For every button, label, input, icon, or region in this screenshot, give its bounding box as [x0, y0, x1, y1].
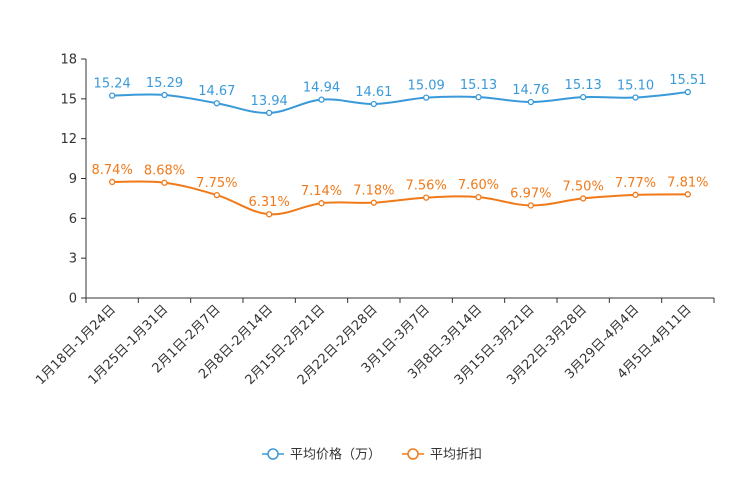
data-point [684, 191, 691, 198]
y-tick-label: 12 [60, 132, 77, 147]
data-point [213, 191, 220, 199]
data-point [109, 92, 116, 99]
data-point [318, 96, 325, 103]
data-label: 14.76 [512, 83, 549, 98]
y-tick-label: 15 [60, 92, 77, 107]
data-label: 15.13 [460, 78, 497, 93]
data-label: 14.67 [198, 84, 235, 99]
data-point [370, 199, 377, 206]
data-point [423, 94, 430, 101]
legend-item-1[interactable]: 平均折扣 [402, 448, 482, 463]
legend-label: 平均折扣 [430, 448, 482, 463]
data-label: 7.60% [458, 178, 499, 193]
data-label: 6.97% [510, 186, 551, 201]
data-label: 7.75% [196, 176, 237, 191]
legend-marker-icon [407, 448, 419, 460]
data-point [161, 179, 168, 186]
data-point [370, 100, 377, 108]
data-label: 6.31% [249, 195, 290, 210]
data-label: 7.14% [301, 184, 342, 199]
data-label: 15.09 [408, 79, 445, 94]
legend-item-0[interactable]: 平均价格（万） [262, 447, 381, 463]
y-tick-label: 0 [69, 292, 77, 307]
data-label: 7.77% [615, 176, 656, 191]
series-line-0 [112, 91, 688, 114]
data-label: 7.81% [667, 175, 708, 190]
data-point [632, 191, 639, 198]
data-point [580, 93, 587, 101]
data-label: 15.13 [565, 78, 602, 93]
y-tick-label: 3 [69, 252, 77, 267]
data-point [213, 100, 220, 107]
data-point [266, 109, 273, 117]
series-line-1 [112, 180, 688, 216]
chart-series: 15.24 15.29 14.67 13.94 14.94 14.61 15.09 15.13… [92, 73, 708, 218]
data-label: 7.50% [563, 179, 604, 194]
data-label: 15.29 [146, 76, 183, 91]
y-tick-label: 6 [69, 212, 77, 227]
data-point [527, 202, 534, 209]
data-point [423, 194, 430, 201]
data-point [475, 93, 482, 101]
data-label: 15.24 [94, 77, 131, 92]
data-point [266, 211, 273, 218]
y-tick-label: 9 [69, 172, 77, 187]
data-label: 14.94 [303, 81, 340, 96]
data-label: 15.51 [669, 73, 706, 88]
chart-legend[interactable]: 平均价格（万） 平均折扣 [262, 447, 482, 463]
data-label: 8.68% [144, 164, 185, 179]
data-point [109, 178, 116, 186]
data-point [527, 98, 534, 106]
data-point [632, 94, 639, 101]
data-label: 14.61 [355, 85, 392, 100]
data-point [318, 200, 325, 207]
data-label: 7.18% [353, 184, 394, 199]
data-label: 7.56% [406, 179, 447, 194]
data-point [161, 91, 168, 99]
data-point [580, 195, 587, 202]
data-label: 13.94 [251, 94, 288, 109]
legend-marker-icon [267, 448, 279, 460]
y-tick-label: 18 [60, 53, 77, 68]
data-point [475, 193, 482, 201]
data-label: 15.10 [617, 79, 654, 94]
legend-label: 平均价格（万） [290, 447, 381, 463]
data-label: 8.74% [92, 163, 133, 178]
data-point [684, 88, 691, 96]
